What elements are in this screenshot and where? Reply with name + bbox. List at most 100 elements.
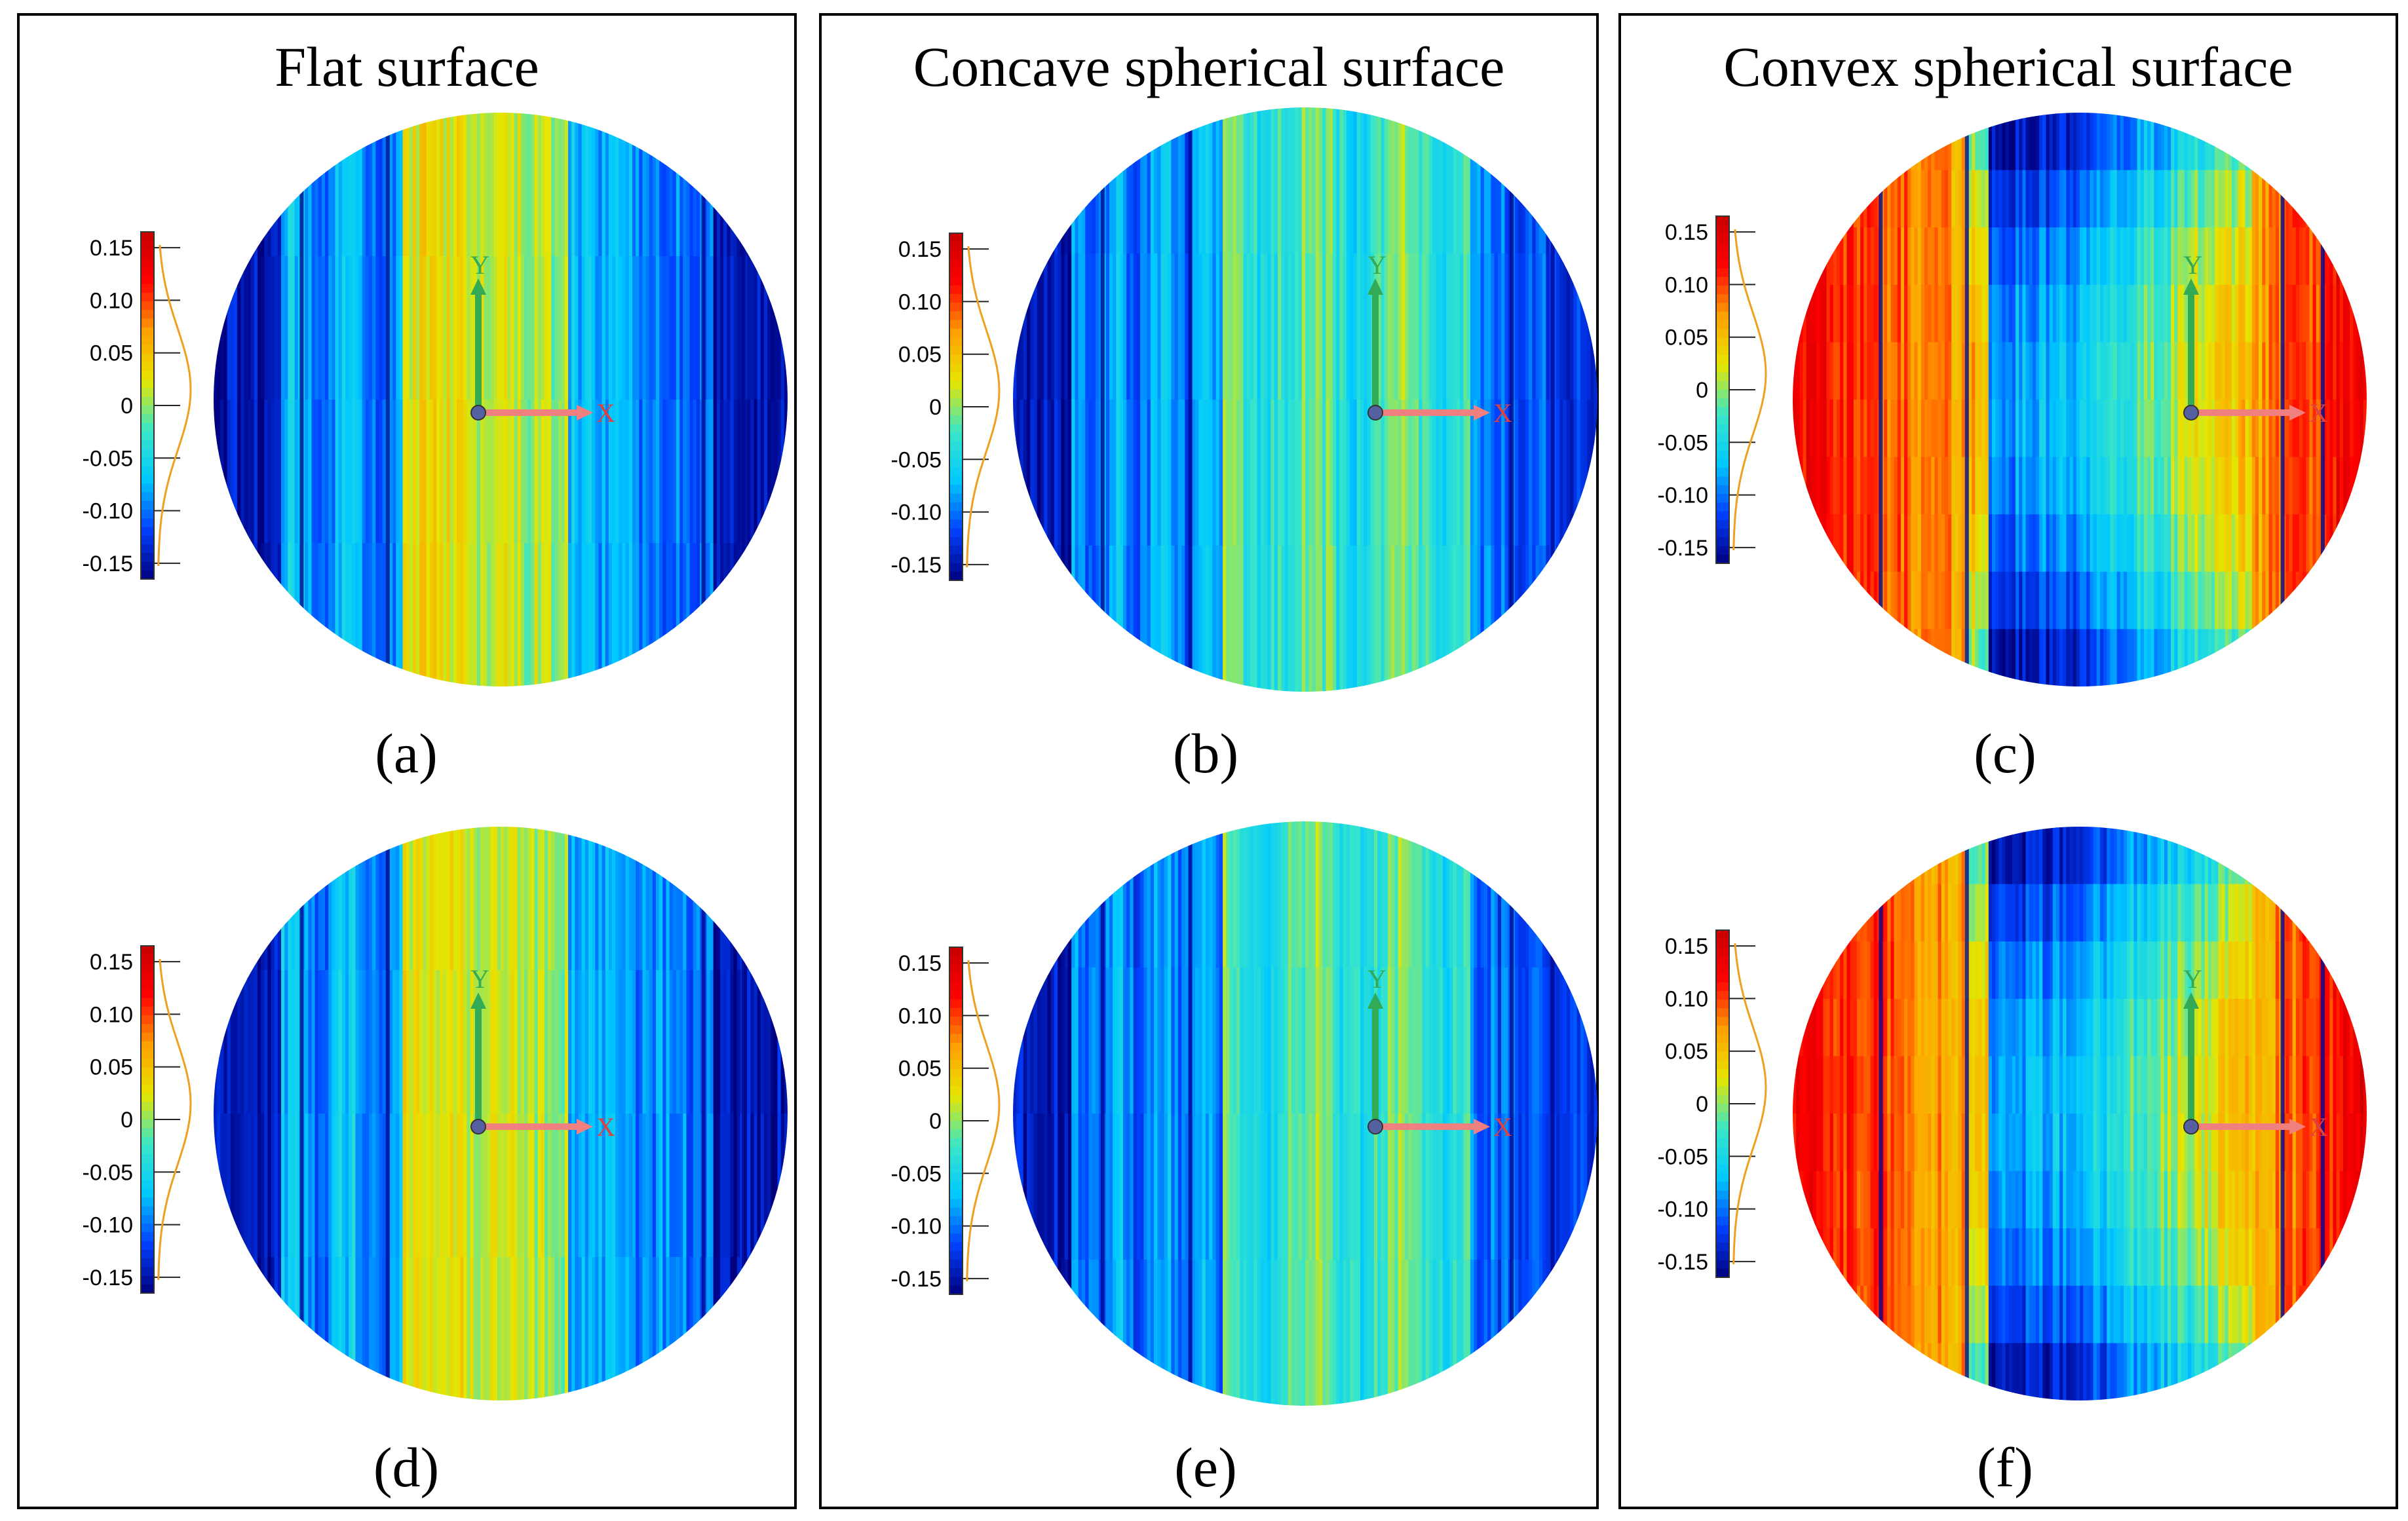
colorbar-tick-label: 0.15: [90, 950, 133, 975]
caption-f: (f): [1977, 1436, 2033, 1499]
colorbar-tick-label: 0.05: [898, 1057, 942, 1081]
colorbar-tick-label: 0: [929, 395, 942, 420]
coordinate-axes: XY: [470, 964, 615, 1142]
surface-map-a: X Y 0.15 0.10 0.05 0 -0.05 -0.10 -0.15: [26, 111, 788, 701]
colorbar-tick-label: 0.15: [898, 237, 942, 262]
colorbar-tick-label: 0.10: [898, 1004, 942, 1028]
coordinate-axes: XY: [2183, 250, 2328, 428]
column-title-flat: Flat surface: [275, 35, 539, 98]
surface-disk: [214, 827, 788, 1400]
surface-map-svg: XY0.150.100.050-0.05-0.10-0.15: [83, 113, 788, 686]
colorbar-tick-label: -0.10: [891, 1214, 942, 1239]
colorbar: 0.15 0.10 0.05 0 -0.05 -0.10 -0.15: [891, 947, 1001, 1295]
colorbar-histogram: [966, 960, 1001, 1282]
colorbar-tick-label: 0.10: [1665, 986, 1708, 1011]
colorbar: 0.15 0.10 0.05 0 -0.05 -0.10 -0.15: [83, 945, 192, 1294]
colorbar-tick-label: 0: [929, 1109, 942, 1134]
colorbar-tick-label: 0.05: [90, 1055, 133, 1080]
colorbar-histogram: [157, 244, 192, 567]
x-axis-label: X: [2309, 1112, 2328, 1142]
x-axis-label: X: [596, 1112, 615, 1142]
surface-map-d: X Y 0.15 0.10 0.05 0 -0.05 -0.10 -0.15: [26, 825, 788, 1415]
coordinate-axes: XY: [1367, 250, 1512, 428]
y-axis-label: Y: [1367, 250, 1386, 280]
colorbar-tick-label: 0.05: [1665, 326, 1708, 350]
y-axis-label: Y: [2183, 250, 2202, 280]
colorbar-tick-label: 0.05: [90, 341, 133, 366]
coordinate-axes: XY: [1367, 964, 1512, 1142]
axis-origin: [2183, 405, 2199, 421]
colorbar-tick-label: -0.15: [83, 552, 134, 576]
colorbar-tick-label: -0.15: [1658, 1250, 1709, 1275]
colorbar-tick-label: -0.10: [1658, 1197, 1709, 1222]
colorbar-tick-label: 0.15: [1665, 934, 1708, 959]
colorbar-tick-label: 0.10: [90, 1002, 133, 1027]
colorbar-tick-label: 0.10: [90, 288, 133, 313]
colorbar-tick-label: 0.15: [1665, 220, 1708, 245]
y-axis-label: Y: [470, 964, 489, 994]
surface-map-svg: XY0.150.100.050-0.05-0.10-0.15: [891, 107, 1597, 692]
surface-map-svg: XY 0.15 0.10 0.05 0 -0.05 -0.10 -0.15: [891, 821, 1597, 1406]
colorbar: 0.15 0.10 0.05 0 -0.05 -0.10 -0.15: [891, 233, 1001, 581]
surface-disk: [1793, 827, 2367, 1400]
surface-map-f: X Y 0.15 0.10 0.05 0 -0.05 -0.10 -0.15: [1628, 825, 2388, 1415]
caption-a: (a): [375, 722, 438, 785]
coordinate-axes: XY: [2183, 964, 2328, 1142]
y-axis-label: Y: [2183, 964, 2202, 994]
colorbar-tick-label: -0.10: [891, 500, 942, 525]
surface-map-c: X Y 0.15 0.10 0.05 0 -0.05 -0.10 -0.15: [1628, 111, 2388, 701]
caption-c: (c): [1974, 722, 2036, 785]
axis-origin: [470, 405, 486, 421]
caption-d: (d): [373, 1436, 440, 1499]
colorbar-tick-label: 0.15: [90, 236, 133, 261]
axis-origin: [1367, 405, 1383, 421]
colorbar-tick-label: 0: [1696, 378, 1708, 403]
coordinate-axes: XY: [470, 250, 615, 428]
surface-disk: [214, 113, 788, 686]
colorbar-tick-label: 0.05: [898, 343, 942, 367]
column-title-concave: Concave spherical surface: [913, 35, 1505, 98]
colorbar-tick-label: -0.05: [83, 446, 134, 471]
colorbar-tick-label: -0.15: [83, 1266, 134, 1290]
colorbar-tick-label: 0: [1696, 1092, 1708, 1117]
colorbar-histogram: [1732, 943, 1767, 1265]
colorbar: 0.15 0.10 0.05 0 -0.05 -0.10 -0.15: [1658, 216, 1767, 564]
colorbar-tick-label: -0.15: [1658, 536, 1709, 561]
colorbar-tick-label: -0.05: [1658, 1144, 1709, 1169]
x-axis-label: X: [596, 398, 615, 428]
colorbar-tick-label: -0.05: [83, 1160, 134, 1185]
axis-origin: [470, 1119, 486, 1135]
colorbar-tick-label: -0.05: [891, 1161, 942, 1186]
surface-map-b: X Y 0.15 0.10 0.05 0 -0.05 -0.10 -0.15: [828, 107, 1597, 701]
surface-map-svg: XY0.150.100.050-0.05-0.10-0.15: [83, 827, 788, 1400]
colorbar-tick-label: -0.15: [891, 553, 942, 578]
column-title-convex: Convex spherical surface: [1723, 35, 2293, 98]
surface-map-svg: XY0.150.100.050-0.05-0.10-0.15: [1658, 113, 2367, 686]
colorbar-tick-label: 0.10: [1665, 272, 1708, 297]
colorbar-histogram: [157, 958, 192, 1281]
colorbar-tick-label: 0.10: [898, 290, 942, 314]
colorbar-tick-label: -0.05: [891, 447, 942, 472]
axis-origin: [2183, 1119, 2199, 1135]
colorbar-histogram: [966, 246, 1001, 568]
colorbar-tick-label: 0.05: [1665, 1040, 1708, 1064]
caption-e: (e): [1174, 1436, 1237, 1499]
colorbar-histogram: [1732, 229, 1767, 551]
colorbar-tick-label: -0.10: [1658, 483, 1709, 508]
surface-map-e: X Y 0.15 0.10 0.05 0 -0.05 -0.10 -0.15: [828, 821, 1597, 1415]
colorbar: 0.15 0.10 0.05 0 -0.05 -0.10 -0.15: [83, 231, 192, 580]
axis-origin: [1367, 1119, 1383, 1135]
y-axis-label: Y: [1367, 964, 1386, 994]
surface-map-svg: XY0.150.100.050-0.05-0.10-0.15: [1658, 827, 2367, 1400]
x-axis-label: X: [2309, 398, 2328, 428]
colorbar-tick-label: 0: [121, 394, 133, 419]
colorbar-tick-label: -0.10: [83, 499, 134, 524]
surface-disk: [1793, 113, 2367, 686]
colorbar-tick-label: 0: [121, 1108, 133, 1133]
y-axis-label: Y: [470, 250, 489, 280]
x-axis-label: X: [1493, 398, 1512, 428]
colorbar-tick-label: -0.15: [891, 1267, 942, 1292]
caption-b: (b): [1172, 722, 1239, 785]
colorbar-tick-label: -0.10: [83, 1213, 134, 1238]
colorbar-tick-label: 0.15: [898, 951, 942, 976]
